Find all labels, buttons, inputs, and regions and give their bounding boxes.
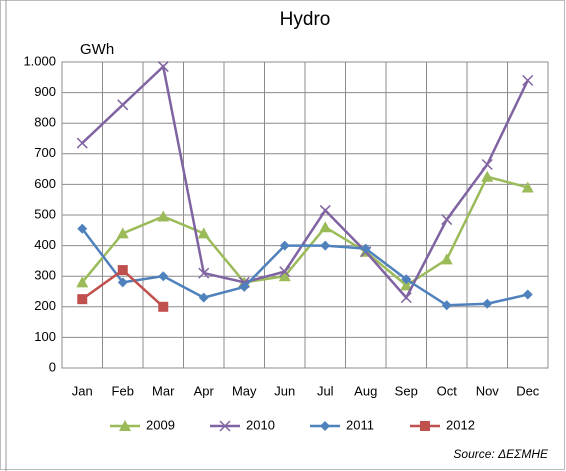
- marker: [400, 279, 413, 291]
- marker: [279, 240, 290, 251]
- marker: [482, 298, 493, 309]
- x-tick-label: Oct: [437, 383, 458, 398]
- x-tick-label: Nov: [476, 383, 500, 398]
- marker: [319, 204, 331, 216]
- marker: [521, 181, 534, 193]
- x-tick-label: Jun: [274, 383, 295, 398]
- y-tick-label: 0: [49, 359, 56, 374]
- marker: [320, 421, 330, 431]
- x-tick-label: Aug: [354, 383, 377, 398]
- series-line: [81, 64, 529, 300]
- y-tick-label: 600: [34, 176, 56, 191]
- marker: [441, 300, 452, 311]
- x-tick-label: Jan: [72, 383, 93, 398]
- marker: [76, 276, 89, 288]
- y-tick-label: 300: [34, 268, 56, 283]
- marker: [197, 227, 210, 239]
- x-tick-label: Dec: [516, 383, 540, 398]
- marker: [420, 421, 430, 431]
- x-tick-label: Apr: [194, 383, 215, 398]
- series-line: [81, 175, 529, 287]
- marker: [157, 210, 170, 222]
- marker: [522, 74, 534, 86]
- marker: [117, 265, 128, 276]
- marker: [76, 137, 88, 149]
- marker: [158, 271, 169, 282]
- x-tick-label: Sep: [395, 383, 418, 398]
- marker: [117, 99, 129, 111]
- marker: [319, 221, 332, 233]
- y-tick-label: 200: [34, 298, 56, 313]
- y-tick-label: 900: [34, 84, 56, 99]
- legend-label: 2009: [146, 417, 175, 432]
- marker: [198, 267, 210, 279]
- marker: [239, 281, 250, 292]
- y-tick-label: 700: [34, 145, 56, 160]
- marker: [119, 420, 131, 431]
- y-tick-label: 500: [34, 206, 56, 221]
- marker: [219, 420, 231, 432]
- marker: [440, 253, 453, 265]
- series-line: [81, 228, 529, 307]
- marker: [481, 158, 493, 171]
- marker: [157, 61, 169, 73]
- plot-border: [61, 61, 549, 369]
- y-tick-label: 1.000: [23, 53, 56, 68]
- chart-title: Hydro: [280, 9, 331, 30]
- source: Source: ΔΕΣΜΗΕ: [453, 447, 549, 461]
- marker: [400, 292, 412, 304]
- legend-label: 2012: [446, 417, 475, 432]
- marker: [360, 243, 371, 254]
- legend-label: 2010: [246, 417, 275, 432]
- marker: [481, 170, 494, 182]
- x-tick-label: Feb: [112, 383, 134, 398]
- marker: [158, 301, 169, 312]
- marker: [320, 240, 331, 251]
- marker: [278, 270, 291, 282]
- marker: [401, 274, 412, 285]
- marker: [441, 214, 453, 226]
- y-tick-label: 400: [34, 237, 56, 252]
- marker: [77, 294, 88, 305]
- marker: [279, 266, 291, 278]
- y-unit: GWh: [80, 41, 114, 58]
- marker: [77, 223, 88, 234]
- x-tick-label: May: [232, 383, 257, 398]
- y-tick-label: 100: [34, 329, 56, 344]
- marker: [117, 277, 128, 288]
- marker: [522, 289, 533, 300]
- marker: [198, 292, 209, 303]
- x-tick-label: Jul: [317, 383, 334, 398]
- marker: [116, 227, 129, 239]
- legend-label: 2011: [346, 417, 374, 432]
- y-tick-label: 800: [34, 115, 56, 130]
- x-tick-label: Mar: [152, 383, 175, 398]
